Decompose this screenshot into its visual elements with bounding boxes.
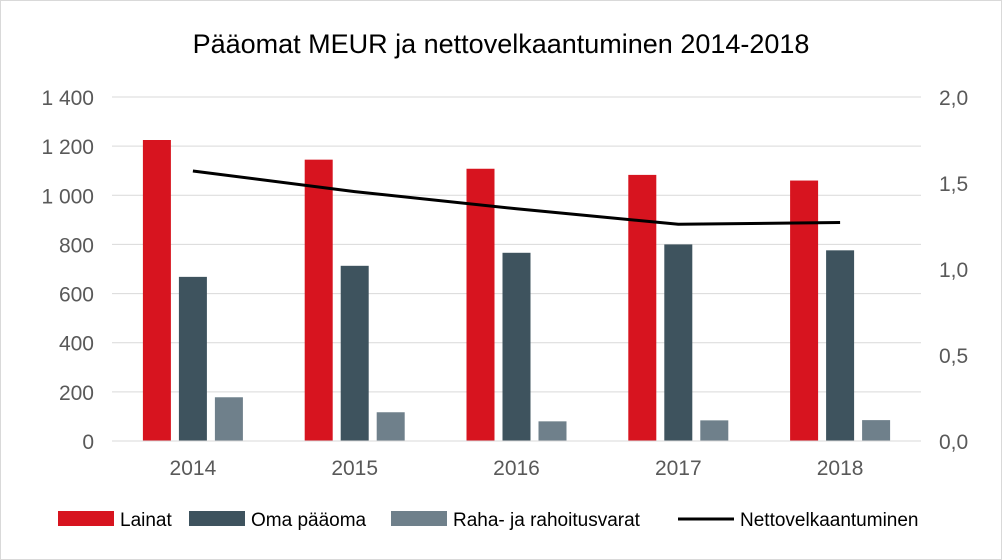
legend-swatch — [189, 511, 245, 526]
chart-title: Pääomat MEUR ja nettovelkaantuminen 2014… — [193, 29, 810, 59]
line-nettovelkaantuminen — [192, 169, 841, 226]
line-series — [192, 169, 841, 226]
bar-raha-ja-rahoitusvarat — [700, 420, 729, 441]
x-tick-label: 2017 — [655, 457, 702, 480]
y-left-tick-label: 600 — [59, 284, 94, 307]
x-tick-label: 2018 — [817, 457, 864, 480]
legend-label: Oma pääoma — [251, 510, 367, 531]
legend-label: Nettovelkaantuminen — [740, 510, 919, 531]
y-left-tick-label: 1 200 — [41, 136, 94, 159]
x-tick-label: 2016 — [493, 457, 540, 480]
legend: Lainat Oma pääoma Raha- ja rahoitusvarat Ne… — [58, 510, 919, 531]
bar-oma-pääoma — [178, 276, 207, 441]
bar-lainat — [790, 180, 819, 442]
bar-oma-pääoma — [826, 250, 855, 441]
bar-lainat — [466, 168, 495, 441]
bar-lainat — [628, 174, 657, 442]
y-right-tick-label: 0,0 — [939, 431, 968, 454]
y-left-tick-label: 1 400 — [41, 87, 94, 110]
y-left-tick-label: 800 — [59, 234, 94, 257]
y-right-tick-label: 1,0 — [939, 259, 968, 282]
legend-swatch — [391, 511, 447, 526]
y-left-tick-label: 1 000 — [41, 185, 94, 208]
legend-label: Raha- ja rahoitusvarat — [453, 510, 641, 531]
y-left-tick-label: 0 — [82, 431, 94, 454]
y-right-tick-label: 2,0 — [939, 87, 968, 110]
y-right-tick-label: 1,5 — [939, 173, 968, 196]
bar-raha-ja-rahoitusvarat — [538, 421, 567, 441]
bar-raha-ja-rahoitusvarat — [862, 420, 891, 441]
bar-raha-ja-rahoitusvarat — [376, 412, 405, 441]
axes: 0 200 400 600 800 1 000 1 200 1 400 0,0 0,5 1,0 1,5… — [41, 87, 968, 480]
bar-oma-pääoma — [340, 265, 369, 441]
bar-lainat — [304, 159, 333, 441]
y-left-tick-label: 400 — [59, 333, 94, 356]
y-right-tick-label: 0,5 — [939, 345, 968, 368]
legend-swatch — [58, 511, 114, 526]
x-tick-label: 2015 — [331, 457, 378, 480]
legend-label: Lainat — [120, 510, 172, 531]
bar-series — [142, 140, 891, 442]
y-left-tick-label: 200 — [59, 382, 94, 405]
bar-oma-pääoma — [502, 252, 531, 441]
bar-raha-ja-rahoitusvarat — [214, 397, 243, 441]
bar-lainat — [142, 140, 171, 441]
x-tick-label: 2014 — [170, 457, 217, 480]
bar-oma-pääoma — [664, 244, 693, 441]
